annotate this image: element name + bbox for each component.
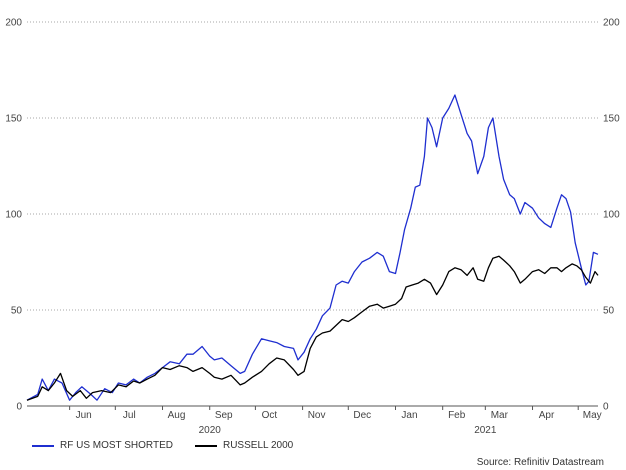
y-axis-right: 0 50 100 150 200 bbox=[603, 18, 620, 413]
y-tick-label-left: 0 bbox=[16, 402, 22, 413]
x-tick-label: Mar bbox=[491, 410, 509, 421]
source-note: Source: Refinitiv Datastream bbox=[476, 457, 604, 468]
y-tick-label-right: 100 bbox=[603, 210, 620, 221]
legend-item-most-shorted: RF US MOST SHORTED bbox=[32, 440, 173, 451]
series-line-russell-2000 bbox=[26, 255, 599, 401]
legend: RF US MOST SHORTED RUSSELL 2000 bbox=[32, 440, 293, 451]
year-label: 2020 bbox=[199, 425, 222, 436]
legend-label: RF US MOST SHORTED bbox=[60, 440, 173, 451]
x-tick-label: Feb bbox=[448, 410, 466, 421]
legend-swatch-black bbox=[194, 444, 217, 447]
x-tick-label: Aug bbox=[168, 410, 186, 421]
x-tick-label: Sep bbox=[215, 410, 233, 421]
series-line-most-shorted bbox=[26, 94, 599, 401]
y-tick-label-left: 100 bbox=[5, 210, 22, 221]
gridlines bbox=[27, 21, 598, 407]
y-tick-label-right: 50 bbox=[603, 306, 615, 317]
series-lines bbox=[26, 94, 599, 401]
y-tick-label-right: 0 bbox=[603, 402, 609, 413]
x-tick-label: Apr bbox=[539, 410, 555, 421]
y-tick-label-right: 150 bbox=[603, 114, 620, 125]
legend-label: RUSSELL 2000 bbox=[222, 440, 294, 451]
y-tick-label-left: 50 bbox=[11, 306, 23, 317]
x-tick-label: Oct bbox=[262, 410, 278, 421]
x-tick-label: Jul bbox=[123, 410, 136, 421]
x-tick-label: Dec bbox=[353, 410, 371, 421]
year-label: 2021 bbox=[474, 425, 497, 436]
legend-item-russell: RUSSELL 2000 bbox=[194, 440, 294, 451]
x-tick-label: May bbox=[583, 410, 602, 421]
y-tick-label-left: 200 bbox=[5, 18, 22, 29]
x-tick-label: Nov bbox=[308, 410, 326, 421]
legend-swatch-blue bbox=[32, 444, 54, 447]
x-tick-label: Jan bbox=[401, 410, 417, 421]
y-axis-left: 0 50 100 150 200 bbox=[5, 18, 22, 413]
y-tick-label-left: 150 bbox=[5, 114, 22, 125]
x-tick-label: Jun bbox=[76, 410, 92, 421]
y-tick-label-right: 200 bbox=[603, 18, 620, 29]
x-axis: Jun Jul Aug Sep Oct Nov Dec Jan Feb Mar Apr May 2020… bbox=[69, 406, 602, 436]
